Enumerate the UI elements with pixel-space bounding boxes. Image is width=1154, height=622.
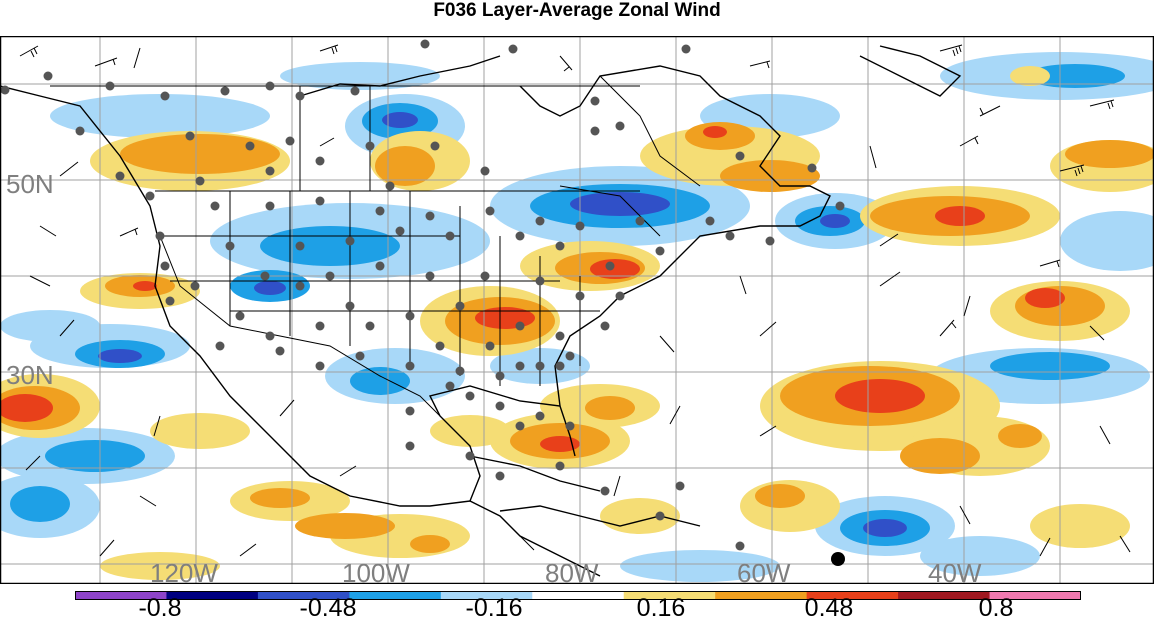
colorbar-swatch — [349, 591, 442, 600]
colorbar — [75, 591, 1081, 600]
colorbar-tick-label: -0.8 — [138, 594, 182, 622]
wind-barbs — [19, 44, 1131, 557]
lon-label-120w: 120W — [150, 558, 218, 588]
political-borders — [50, 75, 701, 417]
negative-anomaly-light — [1, 52, 1153, 582]
lon-label-80w: 80W — [545, 558, 599, 588]
colorbar-swatch — [989, 591, 1081, 600]
colorbar-tick-label: -0.48 — [299, 594, 357, 622]
colorbar-swatch — [257, 591, 350, 600]
colorbar-tick-label: 0.48 — [804, 594, 854, 622]
positive-anomaly-dark — [1, 126, 1065, 452]
colorbar-swatch — [623, 591, 716, 600]
map-title: F036 Layer-Average Zonal Wind — [433, 0, 721, 21]
colorbar-swatch — [75, 591, 167, 600]
colorbar-swatch — [898, 591, 991, 600]
colorbar-swatch — [166, 591, 259, 600]
station-markers — [1, 39, 845, 551]
highlight-station-marker — [831, 552, 845, 566]
lat-label-50n: 50N — [6, 169, 54, 199]
lon-label-60w: 60W — [737, 558, 791, 588]
colorbar-swatch — [715, 591, 808, 600]
colorbar-swatch — [532, 591, 625, 600]
lat-label-30n: 30N — [6, 360, 54, 390]
colorbar-tick-label: 0.16 — [636, 594, 686, 622]
colorbar-tick-label: 0.8 — [978, 594, 1014, 622]
lon-label-100w: 100W — [342, 558, 410, 588]
colorbar-swatch — [440, 591, 533, 600]
map-panel — [0, 36, 1154, 584]
colorbar-tick-label: -0.16 — [465, 594, 523, 622]
lon-label-40w: 40W — [928, 558, 982, 588]
colorbar-swatch — [806, 591, 899, 600]
negative-anomaly-dark — [98, 112, 907, 537]
